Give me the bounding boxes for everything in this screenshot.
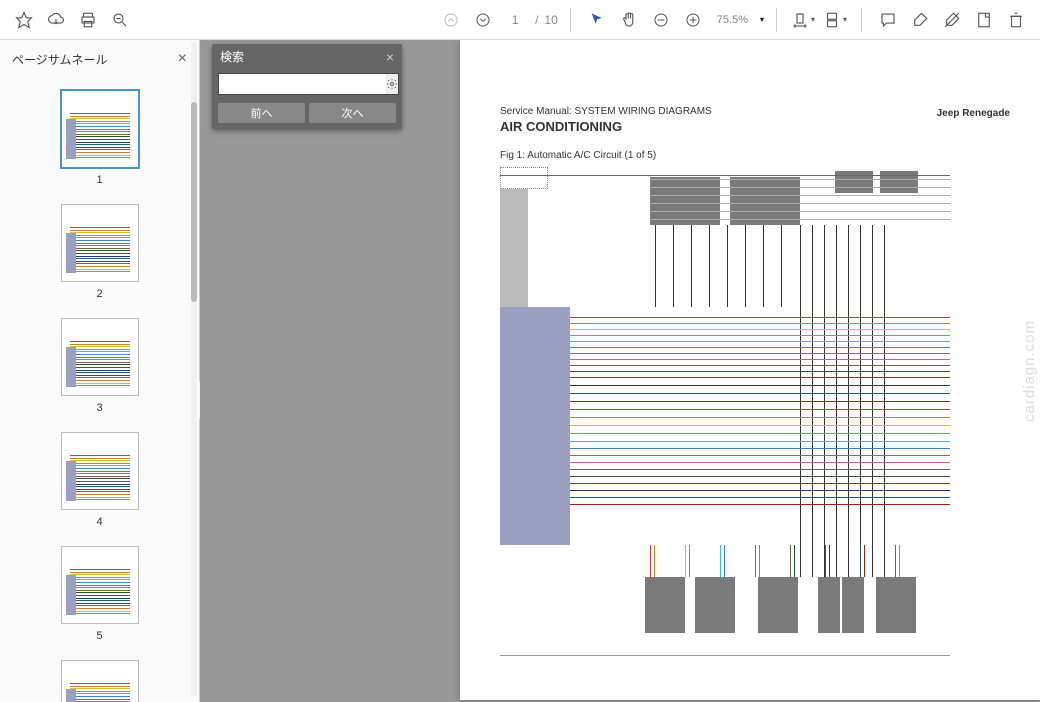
search-settings-icon[interactable] bbox=[386, 73, 399, 95]
thumbnail-label: 5 bbox=[96, 630, 102, 642]
main-toolbar: / 10 75.5% ▾ ▾ ▾ bbox=[0, 0, 1040, 40]
sidebar-title: ページサムネール bbox=[12, 51, 108, 68]
search-prev-button[interactable]: 前へ bbox=[218, 103, 305, 123]
page-separator: / bbox=[535, 13, 538, 27]
search-input[interactable] bbox=[218, 73, 387, 95]
close-sidebar-icon[interactable]: × bbox=[178, 50, 187, 68]
delete-icon[interactable] bbox=[1002, 6, 1030, 34]
zoom-out-magnifier-icon[interactable] bbox=[106, 6, 134, 34]
thumbnail-label: 3 bbox=[96, 402, 102, 414]
comment-icon[interactable] bbox=[874, 6, 902, 34]
pointer-tool-icon[interactable] bbox=[583, 6, 611, 34]
search-close-icon[interactable]: × bbox=[386, 49, 394, 65]
main-area: ページサムネール × 12345 ◀ 検索 × 前へ 次へ Jeep Reneg… bbox=[0, 40, 1040, 702]
thumbnail-page[interactable]: 5 bbox=[61, 546, 139, 642]
page-total: 10 bbox=[544, 13, 557, 27]
thumbnail-page[interactable]: 3 bbox=[61, 318, 139, 414]
watermark: cardiagn.com bbox=[1021, 320, 1038, 422]
zoom-dropdown-icon[interactable]: ▾ bbox=[760, 15, 764, 24]
cloud-download-icon[interactable] bbox=[42, 6, 70, 34]
thumbnail-label: 4 bbox=[96, 516, 102, 528]
search-title: 検索 bbox=[220, 48, 244, 65]
search-title-bar: 検索 × bbox=[212, 44, 402, 69]
thumbnail-sidebar: ページサムネール × 12345 ◀ bbox=[0, 40, 200, 702]
thumbnail-page[interactable]: 4 bbox=[61, 432, 139, 528]
page-number-input[interactable] bbox=[501, 10, 529, 30]
thumbnail-page[interactable] bbox=[61, 660, 139, 702]
highlight-icon[interactable] bbox=[906, 6, 934, 34]
document-brand: Jeep Renegade bbox=[937, 108, 1010, 119]
document-title: AIR CONDITIONING bbox=[500, 119, 1000, 134]
page-1: Jeep Renegade Service Manual: SYSTEM WIR… bbox=[460, 40, 1040, 700]
document-viewer: 検索 × 前へ 次へ Jeep Renegade Service Manual:… bbox=[200, 40, 1040, 702]
hand-tool-icon[interactable] bbox=[615, 6, 643, 34]
wiring-diagram bbox=[500, 167, 1000, 657]
document-figure-caption: Fig 1: Automatic A/C Circuit (1 of 5) bbox=[500, 150, 1000, 161]
zoom-level: 75.5% bbox=[717, 14, 748, 26]
print-icon[interactable] bbox=[74, 6, 102, 34]
thumbnail-label: 1 bbox=[96, 174, 102, 186]
document-subtitle: Service Manual: SYSTEM WIRING DIAGRAMS bbox=[500, 106, 1000, 117]
thumbnail-page[interactable]: 1 bbox=[61, 90, 139, 186]
zoom-out-icon[interactable] bbox=[647, 6, 675, 34]
note-icon[interactable] bbox=[970, 6, 998, 34]
star-icon[interactable] bbox=[10, 6, 38, 34]
search-next-button[interactable]: 次へ bbox=[309, 103, 396, 123]
sidebar-header: ページサムネール × bbox=[0, 40, 199, 78]
fit-width-icon[interactable]: ▾ bbox=[789, 6, 817, 34]
sidebar-scrollbar[interactable] bbox=[191, 42, 197, 696]
thumbnail-label: 2 bbox=[96, 288, 102, 300]
thumbnail-page[interactable]: 2 bbox=[61, 204, 139, 300]
thumbnail-list: 1 2 3 4 5 bbox=[0, 78, 199, 702]
page-up-icon[interactable] bbox=[437, 6, 465, 34]
page-down-icon[interactable] bbox=[469, 6, 497, 34]
zoom-in-icon[interactable] bbox=[679, 6, 707, 34]
fit-page-icon[interactable]: ▾ bbox=[821, 6, 849, 34]
search-panel: 検索 × 前へ 次へ bbox=[212, 44, 402, 129]
erase-icon[interactable] bbox=[938, 6, 966, 34]
